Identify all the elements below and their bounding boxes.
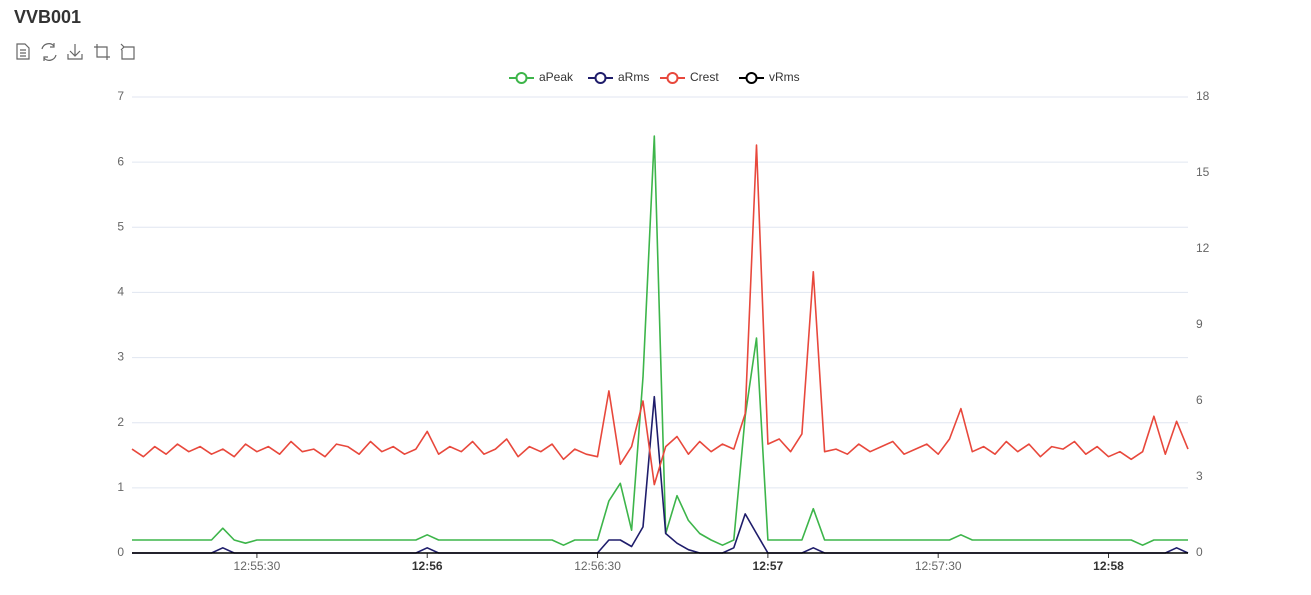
y2-tick-label: 18 <box>1196 89 1210 103</box>
legend-item[interactable]: aPeak <box>509 70 574 84</box>
legend-label: vRms <box>769 70 800 84</box>
x-tick-label: 12:58 <box>1093 559 1124 573</box>
legend-label: aRms <box>618 70 649 84</box>
y2-tick-label: 0 <box>1196 545 1203 559</box>
legend-marker <box>594 72 607 84</box>
chart-title: VVB001 <box>14 7 81 27</box>
toolbar <box>16 43 135 61</box>
y-tick-label: 5 <box>117 219 124 233</box>
y-tick-label: 7 <box>117 89 124 103</box>
download-button[interactable] <box>67 44 83 60</box>
legend-label: aPeak <box>539 70 574 84</box>
data-view-button[interactable] <box>16 43 30 60</box>
series-line <box>132 135 1188 546</box>
y-tick-label: 0 <box>117 545 124 559</box>
series-line <box>131 144 1189 486</box>
x-tick-label: 12:56:30 <box>574 559 621 573</box>
legend-marker <box>515 72 528 84</box>
y2-tick-label: 3 <box>1196 469 1203 483</box>
legend-marker <box>666 72 679 84</box>
y2-tick-label: 9 <box>1196 317 1203 331</box>
y-tick-label: 1 <box>117 480 124 494</box>
y-tick-label: 2 <box>117 415 124 429</box>
y-tick-label: 4 <box>117 285 124 299</box>
zoom-button[interactable] <box>94 44 110 60</box>
x-tick-label: 12:56 <box>412 559 443 573</box>
series-line <box>132 395 1189 554</box>
legend-item[interactable]: aRms <box>588 70 649 84</box>
y2-tick-label: 15 <box>1196 165 1210 179</box>
y-tick-label: 6 <box>117 154 124 168</box>
x-tick-label: 12:57:30 <box>915 559 962 573</box>
restore-button[interactable] <box>41 43 57 61</box>
x-tick-label: 12:55:30 <box>234 559 281 573</box>
y2-tick-label: 12 <box>1196 241 1210 255</box>
legend-item[interactable]: vRms <box>739 70 800 84</box>
legend-item[interactable]: Crest <box>660 70 719 84</box>
zoom-reset-button[interactable] <box>120 43 135 60</box>
legend-marker <box>745 72 758 84</box>
y-tick-label: 3 <box>117 350 124 364</box>
y2-tick-label: 6 <box>1196 393 1203 407</box>
legend-label: Crest <box>690 70 719 84</box>
x-tick-label: 12:57 <box>753 559 784 573</box>
